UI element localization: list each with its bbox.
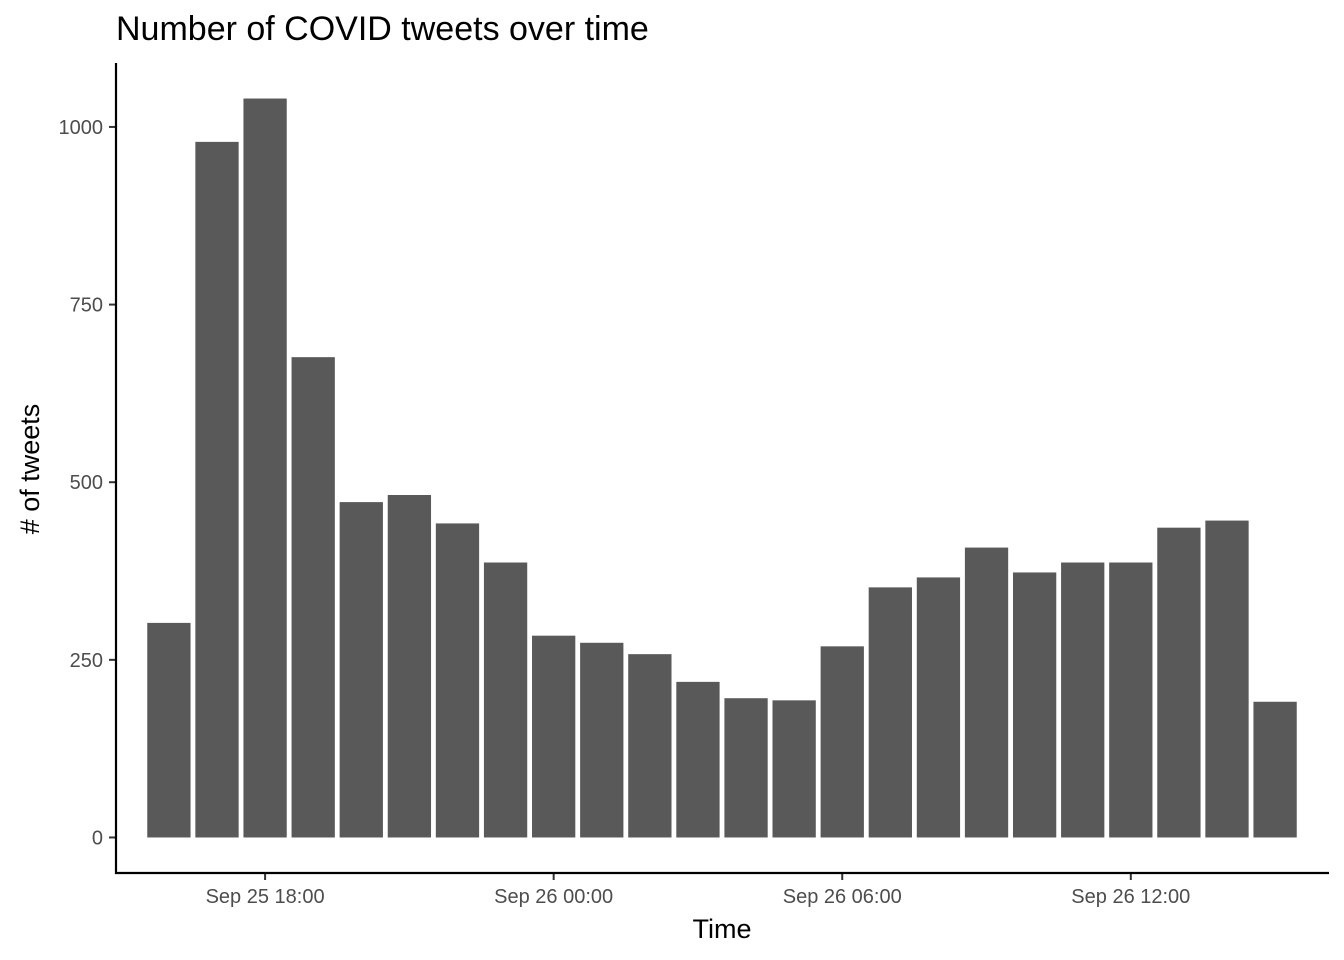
bar bbox=[772, 700, 816, 838]
x-tick-label: Sep 26 12:00 bbox=[1071, 886, 1190, 908]
bar bbox=[1061, 562, 1105, 838]
bar bbox=[291, 357, 335, 838]
bar bbox=[1253, 701, 1297, 838]
bar bbox=[1205, 520, 1249, 838]
bars-group bbox=[147, 98, 1297, 838]
bar bbox=[724, 698, 768, 838]
bar bbox=[580, 642, 624, 838]
y-tick-label: 750 bbox=[70, 295, 103, 317]
x-axis-title: Time bbox=[693, 914, 752, 944]
bar bbox=[1157, 527, 1201, 838]
y-tick-label: 0 bbox=[92, 827, 103, 849]
bar bbox=[339, 502, 383, 838]
bar bbox=[820, 646, 864, 838]
bar bbox=[868, 587, 912, 838]
y-tick-label: 250 bbox=[70, 650, 103, 672]
x-tick-label: Sep 26 00:00 bbox=[494, 886, 613, 908]
bar bbox=[676, 681, 720, 838]
y-axis-ticks: 0 250 500 750 1000 bbox=[59, 117, 116, 849]
bar bbox=[1109, 562, 1153, 838]
bar bbox=[1012, 572, 1057, 838]
bar bbox=[916, 577, 961, 838]
bar bbox=[195, 141, 239, 838]
chart-title: Number of COVID tweets over time bbox=[116, 10, 649, 48]
bar bbox=[628, 654, 672, 838]
bar bbox=[435, 523, 480, 838]
bar bbox=[243, 98, 287, 838]
bar bbox=[964, 547, 1009, 838]
bar bbox=[387, 495, 432, 838]
y-axis-title: # of tweets bbox=[15, 404, 45, 535]
y-tick-label: 1000 bbox=[59, 117, 104, 139]
bar bbox=[147, 622, 191, 838]
y-tick-label: 500 bbox=[70, 472, 103, 494]
bar bbox=[483, 562, 528, 838]
x-tick-label: Sep 25 18:00 bbox=[206, 886, 325, 908]
x-tick-label: Sep 26 06:00 bbox=[783, 886, 902, 908]
bar bbox=[532, 635, 576, 838]
x-axis-ticks: Sep 25 18:00 Sep 26 00:00 Sep 26 06:00 Sep … bbox=[206, 873, 1190, 908]
